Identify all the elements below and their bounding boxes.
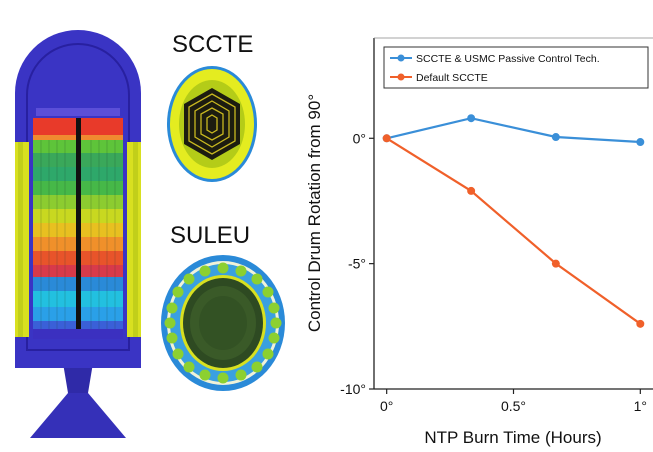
sccte-core-cross-section: [167, 66, 257, 182]
series-1-point-0: [382, 134, 391, 143]
x-axis-title: NTP Burn Time (Hours): [424, 428, 601, 447]
suleu-label: SULEU: [170, 222, 250, 249]
x-tick-label-0: 0°: [380, 398, 393, 414]
control-drums: [164, 262, 282, 384]
series-1-point-2: [551, 259, 560, 268]
legend-box: [383, 46, 649, 89]
series-line-1: [386, 137, 641, 325]
vessel-inner-liner: [26, 43, 130, 351]
series-0-point-2: [551, 133, 560, 142]
legend-label-1: Default SCCTE: [416, 72, 488, 84]
suleu-core-cross-section: [161, 255, 285, 391]
series-1-point-3: [636, 319, 645, 328]
core-power-map: [33, 118, 123, 329]
x-axis: 0° 0.5° 1°: [380, 389, 647, 414]
core-bottom-plate: [33, 329, 123, 339]
y-tick-label-1: -5°: [348, 256, 366, 272]
x-tick-label-1: 0.5°: [501, 398, 526, 414]
series-line-0: [386, 117, 641, 144]
reactor-vessel-diagram: [15, 30, 141, 438]
upper-plenum: [36, 108, 120, 116]
x-tick-label-2: 1°: [634, 398, 647, 414]
plot-frame: [373, 37, 653, 390]
y-axis-title: Control Drum Rotation from 90°: [305, 94, 324, 332]
legend-label-0: SCCTE & USMC Passive Control Tech.: [416, 53, 600, 65]
series-0-point-3: [636, 138, 645, 147]
y-tick-label-0: 0°: [353, 130, 366, 146]
nozzle-bell: [30, 393, 126, 438]
chart: 0° -5° -10° 0° 0.5° 1° SCCTE & USMC Passive …: [305, 37, 653, 447]
y-axis: 0° -5° -10°: [340, 130, 374, 397]
series-layer: [382, 114, 645, 328]
central-channel: [76, 118, 81, 329]
legend: SCCTE & USMC Passive Control Tech. Defau…: [383, 46, 649, 89]
series-0-point-1: [467, 114, 476, 123]
sccte-label: SCCTE: [172, 31, 253, 58]
series-1-point-1: [467, 186, 476, 195]
y-tick-label-2: -10°: [340, 381, 366, 397]
